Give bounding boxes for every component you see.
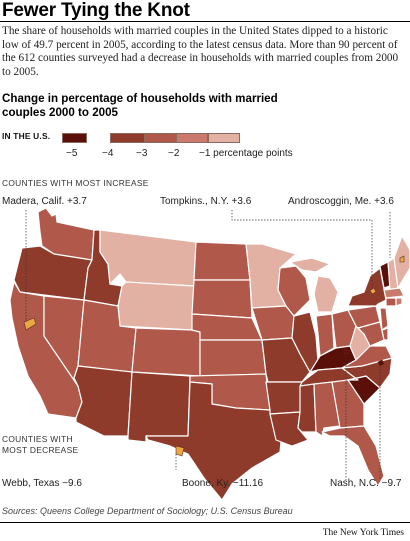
intro-paragraph: The share of households with married cou… bbox=[2, 25, 399, 78]
top-rule bbox=[0, 21, 410, 22]
state-new-jersey bbox=[379, 307, 389, 331]
annotation-nash: Nash, N.C. −9.7 bbox=[330, 478, 402, 489]
bottom-rule bbox=[0, 522, 410, 523]
legend-tick-minus2: −2 bbox=[168, 148, 180, 159]
state-colorado bbox=[131, 327, 201, 377]
state-arkansas bbox=[265, 381, 303, 415]
legend-swatch-light bbox=[176, 133, 208, 143]
headline: Fewer Tying the Knot bbox=[2, 0, 190, 21]
state-wyoming bbox=[117, 281, 195, 331]
county-nash-nc bbox=[377, 359, 385, 367]
county-boone-ky bbox=[343, 349, 349, 355]
annotation-madera: Madera, Calif. +3.7 bbox=[2, 196, 87, 207]
legend-swatch-darkest bbox=[62, 133, 87, 143]
county-webb-texas bbox=[175, 445, 185, 457]
state-nebraska bbox=[191, 313, 263, 341]
county-androscoggin-me bbox=[399, 255, 405, 263]
state-north-dakota bbox=[193, 241, 251, 281]
state-mississippi bbox=[297, 383, 317, 433]
legend-region-label: IN THE U.S. bbox=[2, 131, 51, 141]
legend-swatch-dark bbox=[110, 133, 145, 143]
state-delaware bbox=[381, 327, 389, 341]
credit-logo: The New York Times bbox=[322, 528, 404, 538]
state-new-mexico bbox=[127, 371, 191, 443]
annotation-tompkins: Tompkins., N.Y. +3.6 bbox=[160, 196, 252, 207]
state-maryland bbox=[357, 321, 385, 347]
source-note: Sources: Queens College Department of So… bbox=[2, 506, 293, 516]
annotation-boone: Boone, Ky. −11.16 bbox=[182, 478, 264, 489]
legend-tick-minus5: −5 bbox=[66, 148, 78, 159]
state-new-york bbox=[347, 267, 387, 307]
state-rhode-island bbox=[395, 297, 403, 307]
state-montana bbox=[99, 229, 197, 287]
legend-tick-minus4: −4 bbox=[102, 148, 114, 159]
legend-swatch-lightest bbox=[208, 133, 240, 143]
state-michigan bbox=[313, 275, 339, 313]
state-michigan-upper bbox=[289, 257, 331, 273]
state-kansas bbox=[199, 339, 267, 377]
state-wisconsin bbox=[277, 265, 311, 317]
state-florida bbox=[321, 425, 385, 487]
increase-heading: COUNTIES WITH MOST INCREASE bbox=[2, 178, 149, 188]
decrease-heading-line1: COUNTIES WITH bbox=[2, 434, 73, 444]
state-connecticut bbox=[385, 297, 397, 307]
state-arizona bbox=[73, 365, 133, 437]
county-madera-calif bbox=[23, 317, 37, 331]
state-massachusetts bbox=[383, 287, 405, 299]
state-texas bbox=[145, 381, 283, 501]
legend-tick-minus1: −1 percentage points bbox=[199, 148, 293, 159]
map-subtitle: Change in percentage of households with … bbox=[2, 92, 278, 119]
decrease-heading-line2: MOST DECREASE bbox=[2, 445, 79, 455]
county-tompkins-ny bbox=[369, 287, 377, 295]
legend-swatch-mid bbox=[145, 133, 176, 143]
annotation-webb: Webb, Texas −9.6 bbox=[2, 478, 82, 489]
state-south-dakota bbox=[191, 279, 253, 319]
legend-tick-minus3: −3 bbox=[136, 148, 148, 159]
annotation-androscoggin: Androscoggin, Me. +3.6 bbox=[288, 196, 394, 207]
